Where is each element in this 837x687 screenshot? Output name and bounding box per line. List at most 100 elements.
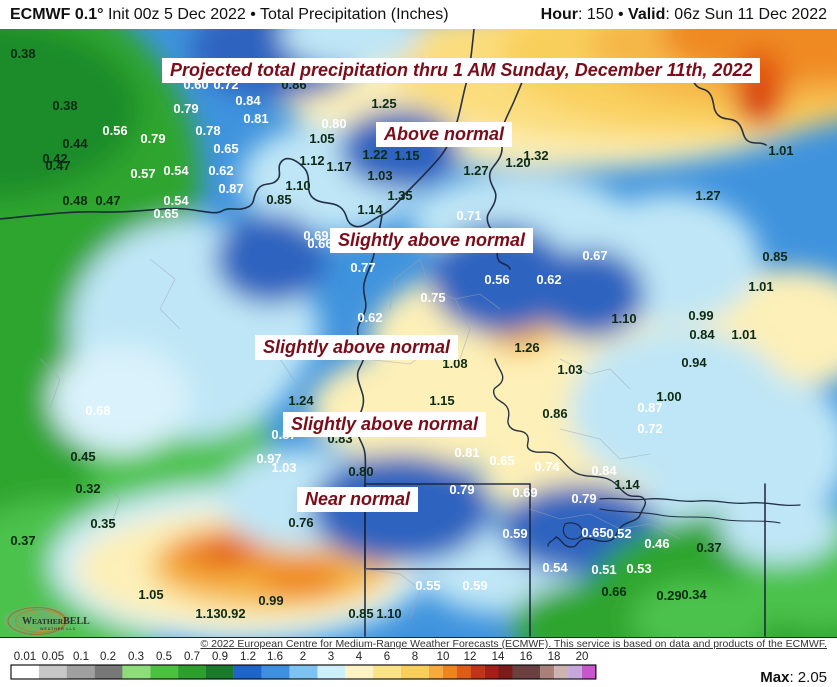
svg-text:0.99: 0.99 [688,308,713,323]
svg-text:18: 18 [548,651,561,663]
svg-text:0.54: 0.54 [163,163,189,178]
svg-text:0.85: 0.85 [762,249,787,264]
svg-text:1.27: 1.27 [463,163,488,178]
svg-text:0.86: 0.86 [542,406,567,421]
svg-text:1.14: 1.14 [357,202,383,217]
svg-text:1.6: 1.6 [267,651,283,663]
svg-text:0.71: 0.71 [456,208,481,223]
svg-text:1.25: 1.25 [371,96,396,111]
svg-text:0.1: 0.1 [73,651,89,663]
svg-text:1.17: 1.17 [326,159,351,174]
svg-text:0.66: 0.66 [307,236,332,251]
svg-text:0.9: 0.9 [212,651,228,663]
svg-text:1.24: 1.24 [288,393,314,408]
svg-text:0.76: 0.76 [288,515,313,530]
svg-text:0.45: 0.45 [70,449,95,464]
svg-text:0.53: 0.53 [626,561,651,576]
svg-text:0.78: 0.78 [195,123,220,138]
svg-text:1.15: 1.15 [394,148,419,163]
svg-text:0.66: 0.66 [601,584,626,599]
svg-text:1.03: 1.03 [367,168,392,183]
svg-text:1.2: 1.2 [240,651,256,663]
svg-text:1.20: 1.20 [505,155,530,170]
svg-text:0.94: 0.94 [681,355,707,370]
svg-text:1.15: 1.15 [429,393,454,408]
svg-text:1.13: 1.13 [195,606,220,621]
svg-text:0.81: 0.81 [454,445,479,460]
svg-text:0.65: 0.65 [581,525,606,540]
svg-text:0.85: 0.85 [348,606,373,621]
svg-text:0.72: 0.72 [637,421,662,436]
svg-text:0.84: 0.84 [235,93,261,108]
svg-text:0.65: 0.65 [213,141,238,156]
svg-text:14: 14 [492,651,505,663]
svg-text:0.65: 0.65 [153,206,178,221]
svg-text:0.54: 0.54 [542,560,568,575]
svg-text:0.74: 0.74 [534,459,560,474]
svg-text:0.3: 0.3 [128,651,144,663]
svg-text:1.01: 1.01 [731,327,756,342]
svg-text:0.62: 0.62 [536,272,561,287]
svg-text:0.65: 0.65 [489,453,514,468]
svg-text:1.10: 1.10 [376,606,401,621]
svg-text:1.00: 1.00 [656,389,681,404]
svg-text:0.99: 0.99 [258,593,283,608]
svg-text:1.27: 1.27 [695,188,720,203]
svg-text:16: 16 [520,651,533,663]
svg-text:0.80: 0.80 [348,464,373,479]
svg-text:0.37: 0.37 [696,540,721,555]
svg-text:0.68: 0.68 [85,403,110,418]
svg-text:0.29: 0.29 [656,588,681,603]
svg-text:0.35: 0.35 [90,516,115,531]
svg-text:12: 12 [464,651,477,663]
svg-text:1.03: 1.03 [557,362,582,377]
svg-text:4: 4 [356,651,363,663]
svg-text:0.80: 0.80 [321,116,346,131]
svg-text:0.51: 0.51 [591,562,616,577]
svg-text:0.05: 0.05 [42,651,64,663]
svg-text:0.38: 0.38 [10,46,35,61]
svg-text:0.48: 0.48 [62,193,87,208]
svg-text:0.79: 0.79 [173,101,198,116]
svg-text:1.26: 1.26 [514,340,539,355]
svg-text:1.05: 1.05 [138,587,163,602]
svg-text:0.37: 0.37 [10,533,35,548]
svg-text:0.92: 0.92 [220,606,245,621]
svg-text:1.01: 1.01 [748,279,773,294]
svg-text:0.87: 0.87 [218,181,243,196]
svg-text:0.47: 0.47 [45,158,70,173]
svg-text:0.62: 0.62 [357,310,382,325]
svg-text:0.69: 0.69 [512,485,537,500]
svg-text:0.62: 0.62 [208,163,233,178]
svg-text:1.22: 1.22 [362,147,387,162]
svg-text:1.12: 1.12 [299,153,324,168]
svg-text:8: 8 [412,651,418,663]
svg-text:1.03: 1.03 [271,460,296,475]
svg-text:0.34: 0.34 [681,587,707,602]
svg-text:20: 20 [576,651,589,663]
svg-text:WEATHER LLC: WEATHER LLC [40,627,76,631]
svg-text:1.05: 1.05 [309,131,334,146]
svg-text:0.84: 0.84 [689,327,715,342]
svg-text:0.56: 0.56 [102,123,127,138]
svg-text:0.32: 0.32 [75,481,100,496]
svg-text:0.47: 0.47 [95,193,120,208]
svg-text:0.57: 0.57 [130,166,155,181]
svg-text:0.59: 0.59 [462,578,487,593]
svg-text:6: 6 [384,651,390,663]
svg-text:10: 10 [437,651,450,663]
svg-text:0.84: 0.84 [591,463,617,478]
svg-text:1.01: 1.01 [768,143,793,158]
svg-text:0.81: 0.81 [243,111,268,126]
svg-text:0.7: 0.7 [184,651,200,663]
svg-text:0.38: 0.38 [52,98,77,113]
svg-text:0.79: 0.79 [571,491,596,506]
svg-text:0.46: 0.46 [644,536,669,551]
svg-text:1.35: 1.35 [387,188,412,203]
svg-text:0.79: 0.79 [449,482,474,497]
svg-text:0.85: 0.85 [266,192,291,207]
svg-text:0.2: 0.2 [100,651,116,663]
svg-text:0.59: 0.59 [502,526,527,541]
svg-text:0.56: 0.56 [484,272,509,287]
svg-text:0.55: 0.55 [415,578,440,593]
